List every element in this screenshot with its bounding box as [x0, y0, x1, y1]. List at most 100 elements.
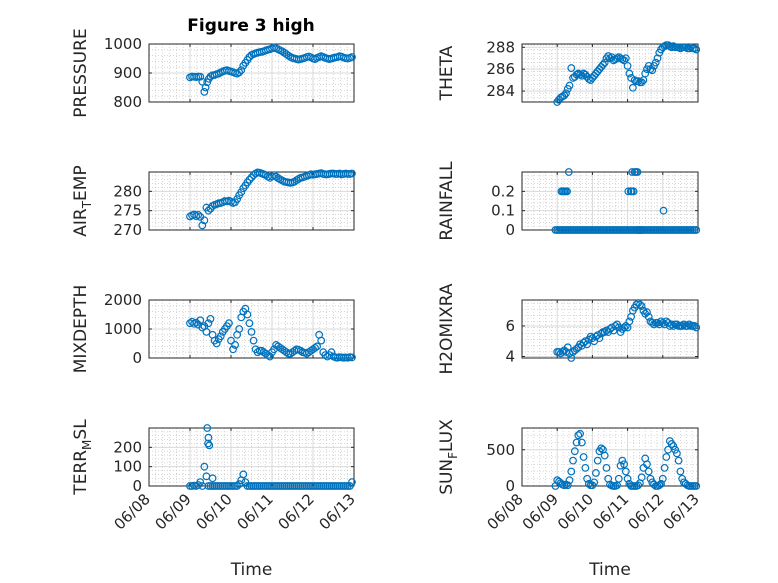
data-point [665, 322, 674, 330]
data-point [643, 308, 651, 317]
y-tick-label: 270 [113, 221, 142, 239]
data-point [653, 318, 662, 327]
data-point [669, 442, 678, 451]
y-tick-label: 500 [486, 441, 515, 459]
y-tick-label: 0 [505, 477, 515, 495]
data-point [560, 91, 569, 100]
data-point [616, 461, 625, 470]
data-point [650, 320, 658, 329]
data-point [313, 342, 322, 351]
data-point [624, 187, 633, 196]
data-point [643, 460, 651, 469]
data-point [636, 300, 644, 309]
data-point [602, 54, 611, 63]
data-point [581, 463, 590, 472]
y-axis-label: RAINFALL [437, 161, 457, 241]
data-point [625, 317, 634, 326]
data-point [672, 449, 681, 458]
data-point [233, 195, 242, 203]
data-point [239, 470, 248, 479]
data-point [669, 42, 678, 51]
y-tick-label: 800 [113, 93, 142, 111]
data-point [621, 54, 630, 63]
data-point [634, 77, 643, 86]
data-point [577, 438, 586, 447]
data-point [567, 64, 576, 72]
data-point [676, 467, 685, 476]
data-point [618, 456, 627, 465]
data-point [235, 68, 244, 77]
data-point [321, 351, 330, 360]
data-point [198, 77, 207, 86]
data-point [690, 322, 699, 330]
y-tick-label: 0 [505, 221, 515, 239]
data-point [595, 334, 604, 343]
plot-area [522, 172, 698, 230]
data-point [203, 424, 212, 432]
data-point [583, 340, 592, 349]
data-point [249, 336, 258, 345]
data-point [576, 429, 584, 438]
data-point [667, 440, 676, 448]
data-point [200, 216, 209, 225]
data-point [644, 467, 653, 476]
data-point [348, 169, 356, 178]
data-point [600, 451, 609, 460]
y-tick-label: 286 [486, 60, 515, 78]
data-point [216, 332, 225, 341]
data-point [625, 69, 634, 78]
y-tick-label: 280 [113, 182, 142, 200]
x-axis-label: Time [230, 560, 273, 580]
data-point [637, 302, 646, 311]
y-tick-label: 275 [113, 202, 142, 220]
data-point [692, 482, 701, 490]
y-tick-label: 284 [486, 82, 515, 100]
y-tick-label: 1000 [104, 35, 142, 53]
y-tick-label: 2000 [104, 291, 142, 309]
y-axis-label: MIXDEPTH [71, 285, 91, 374]
data-point [241, 478, 250, 487]
data-point [245, 319, 254, 328]
data-point [348, 478, 356, 487]
y-axis-label: THETA [437, 45, 457, 101]
y-axis-label: PRESSURE [71, 28, 91, 117]
data-point [583, 474, 592, 483]
data-point [597, 444, 606, 453]
panel-1: 800 900 1000 PRESSURE [71, 28, 356, 118]
data-point [200, 87, 209, 96]
data-point [592, 469, 600, 477]
data-point [614, 323, 623, 332]
data-point [659, 206, 668, 215]
y-tick-label: 4 [505, 347, 515, 365]
data-point [579, 453, 588, 461]
data-point [231, 341, 240, 349]
data-point [658, 318, 667, 327]
data-point [660, 463, 669, 472]
data-point [618, 55, 627, 64]
data-point [692, 323, 701, 332]
data-point [196, 478, 205, 487]
y-axis-label: TERRMSL [71, 419, 94, 496]
data-point [247, 328, 256, 336]
data-point [247, 173, 256, 182]
data-point [327, 348, 336, 357]
data-point [296, 346, 305, 355]
data-point [565, 81, 574, 90]
data-point [637, 78, 646, 87]
data-point [590, 478, 599, 487]
data-point [651, 58, 660, 67]
data-point [572, 438, 581, 447]
data-point [692, 226, 701, 234]
y-tick-label: 0 [132, 349, 142, 367]
data-point [627, 187, 636, 196]
data-point [245, 175, 254, 184]
y-tick-label: 288 [486, 38, 515, 56]
data-point [562, 89, 570, 98]
data-point [266, 352, 274, 361]
data-point [317, 336, 326, 345]
data-point [204, 206, 213, 215]
data-point [196, 72, 205, 81]
panel-6: 4 6 H2OMIXRA [437, 283, 701, 375]
